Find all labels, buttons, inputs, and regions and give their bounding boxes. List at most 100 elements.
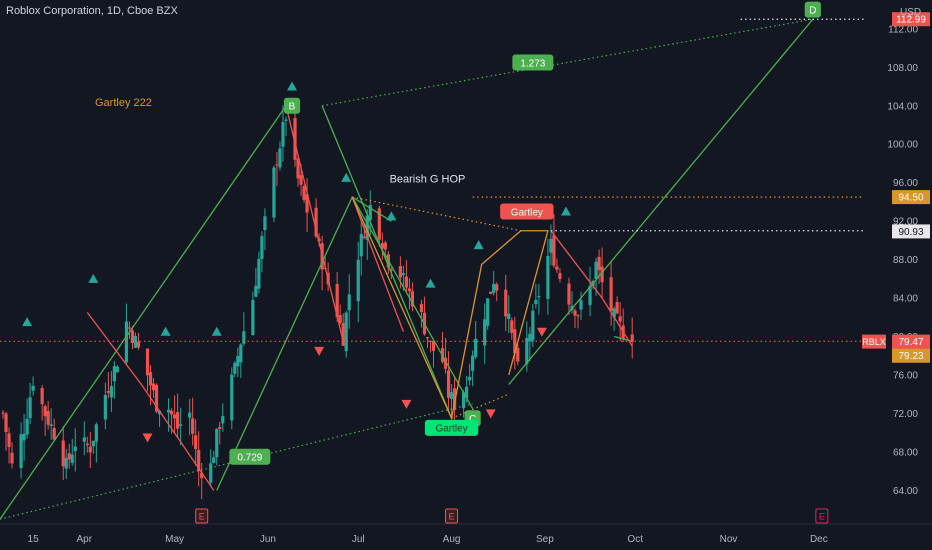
- candle: [471, 350, 475, 387]
- candle: [82, 421, 86, 456]
- earnings-event-marker: E: [195, 508, 209, 524]
- candle: [362, 223, 366, 240]
- candle: [115, 364, 120, 373]
- candle: [609, 261, 613, 326]
- candle: [112, 361, 116, 399]
- svg-text:Gartley: Gartley: [435, 424, 467, 435]
- candle: [239, 343, 243, 379]
- candle: [43, 404, 47, 436]
- price-axis-strip: [864, 0, 932, 550]
- buy-signal-marker: [88, 273, 99, 283]
- candle: [293, 110, 297, 167]
- candle: [85, 436, 89, 453]
- svg-text:79.23: 79.23: [898, 351, 923, 362]
- candle: [302, 184, 306, 203]
- pattern-annotation: Bearish G HOP: [390, 174, 466, 186]
- candle: [443, 338, 448, 374]
- candle: [359, 221, 363, 276]
- candle: [212, 450, 216, 464]
- candle: [495, 282, 499, 302]
- pattern-line: [0, 105, 287, 520]
- price-tick-label: 108.00: [887, 63, 918, 74]
- svg-text:E: E: [449, 512, 455, 522]
- candle: [179, 407, 183, 446]
- candle: [64, 448, 68, 480]
- pattern-point-label: 0.729: [229, 448, 271, 465]
- candle: [136, 332, 141, 350]
- sell-signal-marker: [142, 433, 153, 443]
- candle: [263, 208, 267, 251]
- candle: [284, 116, 288, 136]
- price-tick-label: 96.00: [893, 178, 918, 189]
- candle: [410, 282, 415, 312]
- price-tick-label: 84.00: [893, 294, 918, 305]
- candle: [251, 291, 255, 336]
- candle: [431, 340, 436, 368]
- candle: [425, 337, 430, 348]
- buy-signal-marker: [22, 317, 33, 327]
- sell-signal-marker: [485, 409, 496, 419]
- svg-text:Gartley: Gartley: [511, 207, 543, 218]
- buy-signal-marker: [473, 240, 484, 250]
- pattern-line: [86, 312, 215, 491]
- candle: [233, 361, 237, 378]
- pattern-labels-layer: B C D 1.273 0.729 Gartley Gartley Gartley 222 Be…: [95, 1, 821, 465]
- svg-text:79.47: 79.47: [898, 337, 923, 348]
- candle: [70, 438, 74, 466]
- candle: [166, 398, 171, 432]
- candle: [296, 156, 300, 187]
- svg-text:RBLX: RBLX: [862, 337, 886, 347]
- candle: [398, 256, 402, 289]
- buy-signal-marker: [287, 81, 298, 91]
- candle: [531, 303, 535, 348]
- buy-signal-marker: [386, 211, 397, 221]
- pattern-point-label: 1.273: [512, 54, 554, 71]
- pattern-line: [351, 196, 549, 421]
- candle: [492, 270, 496, 296]
- candle: [31, 376, 35, 396]
- price-tag: 94.50: [892, 190, 930, 205]
- candle: [236, 347, 240, 378]
- candle: [52, 418, 56, 442]
- candle: [242, 312, 246, 346]
- candle: [188, 399, 192, 436]
- svg-text:90.93: 90.93: [898, 227, 923, 238]
- currency-label[interactable]: USD: [900, 7, 922, 18]
- pattern-line: [451, 393, 509, 419]
- pattern-line: [508, 18, 814, 386]
- pattern-line: [352, 196, 521, 232]
- time-tick-label: Aug: [443, 534, 461, 545]
- time-tick-label: May: [165, 534, 184, 545]
- candle: [612, 306, 616, 331]
- candle: [94, 422, 98, 463]
- svg-text:0.729: 0.729: [237, 452, 262, 463]
- candle: [573, 308, 577, 329]
- candle: [621, 308, 625, 342]
- candle: [22, 413, 26, 461]
- candle: [157, 410, 162, 427]
- price-tick-label: 72.00: [893, 409, 918, 420]
- candle: [281, 105, 285, 162]
- time-tick-label: Jun: [260, 534, 276, 545]
- candle: [106, 372, 110, 399]
- time-tick-label: Oct: [627, 534, 643, 545]
- candle: [197, 431, 201, 487]
- candle: [546, 238, 550, 315]
- candle: [151, 377, 156, 398]
- candle: [513, 316, 517, 370]
- candle: [446, 351, 451, 413]
- pattern-line: [321, 105, 453, 419]
- svg-text:E: E: [199, 512, 205, 522]
- pattern-point-label: B: [283, 97, 301, 114]
- price-tick-label: 100.00: [887, 140, 918, 151]
- candle: [173, 395, 177, 433]
- candle: [4, 411, 8, 451]
- candle: [305, 178, 309, 233]
- candle: [630, 317, 634, 359]
- candle: [615, 296, 619, 315]
- candle: [194, 419, 198, 466]
- candle: [254, 267, 258, 298]
- candle: [449, 384, 454, 416]
